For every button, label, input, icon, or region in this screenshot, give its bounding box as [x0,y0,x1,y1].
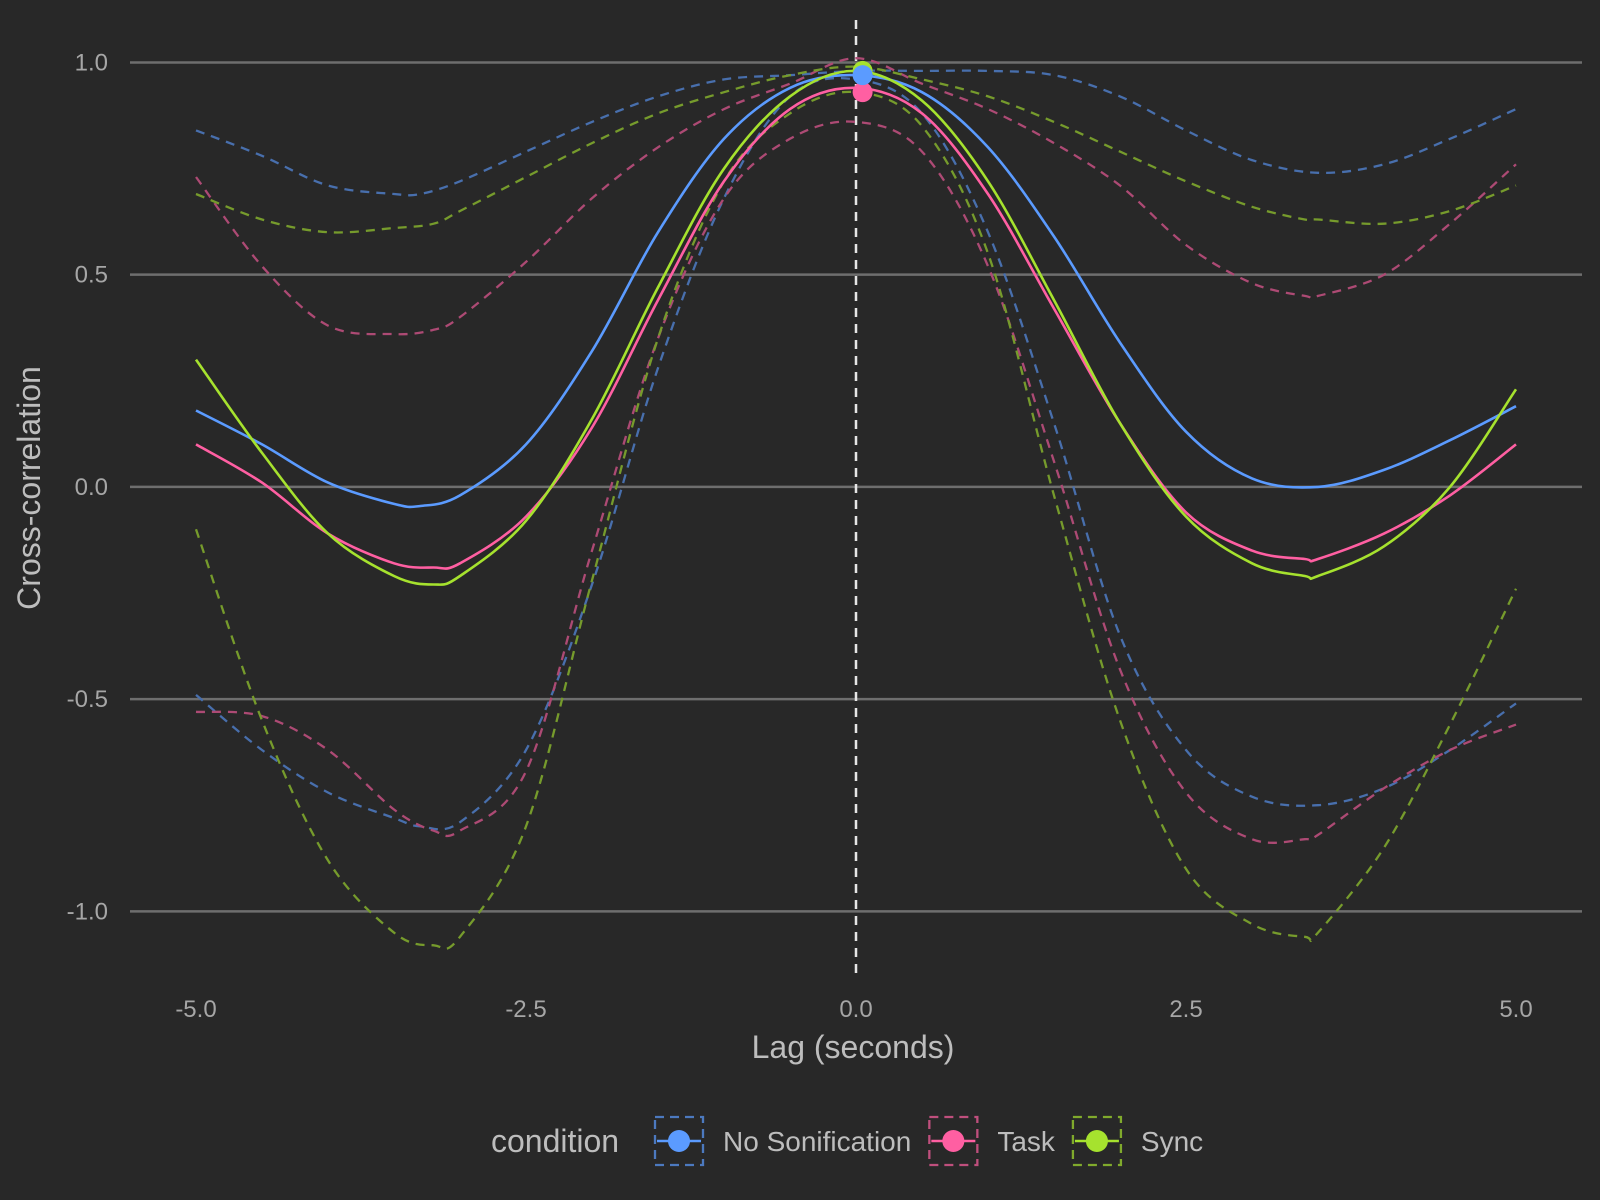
y-tick-label: 0.0 [75,474,108,501]
y-tick-label: -1.0 [67,898,108,925]
legend-item-sync: Sync [1071,1115,1203,1167]
y-axis-ticks: -1.0 -0.5 0.0 0.5 1.0 [67,49,108,925]
no-sonification-peak-point [852,65,873,86]
y-axis-title: Cross-correlation [11,366,47,610]
y-tick-label: 0.5 [75,262,108,289]
task-ci-lower [195,120,1517,844]
x-tick-label: 5.0 [1499,996,1532,1023]
legend-key-point [668,1130,690,1152]
legend-label: No Sonification [723,1126,911,1157]
y-tick-label: 1.0 [75,49,108,76]
x-tick-label: 2.5 [1169,996,1202,1023]
no-sonification-ci-upper [195,69,1517,197]
peak-markers [852,60,873,103]
task-ci-upper [195,57,1517,336]
legend-key-point [942,1130,965,1152]
legend-key-box [928,1115,979,1167]
x-tick-label: 0.0 [839,996,872,1023]
legend-label: Task [997,1126,1056,1157]
legend-item-no-sonification: No Sonification [653,1115,911,1167]
legend-label: Sync [1141,1126,1203,1157]
legend-item-task: Task [928,1115,1056,1167]
legend-key-point [1085,1130,1108,1152]
sync-ci-lower [194,90,1518,950]
no-sonification-line [195,73,1517,509]
task-peak-point [852,82,873,103]
legend-key-box [1071,1115,1123,1167]
legend: condition No Sonification Task Sync [491,1115,1203,1167]
x-axis-title: Lag (seconds) [752,1029,955,1065]
legend-key-box [653,1115,705,1167]
x-axis-ticks: -5.0 -2.5 0.0 2.5 5.0 [175,996,1532,1023]
x-tick-label: -5.0 [175,996,216,1023]
y-tick-label: -0.5 [67,686,108,713]
legend-title: condition [491,1123,619,1159]
x-tick-label: -2.5 [505,996,546,1023]
